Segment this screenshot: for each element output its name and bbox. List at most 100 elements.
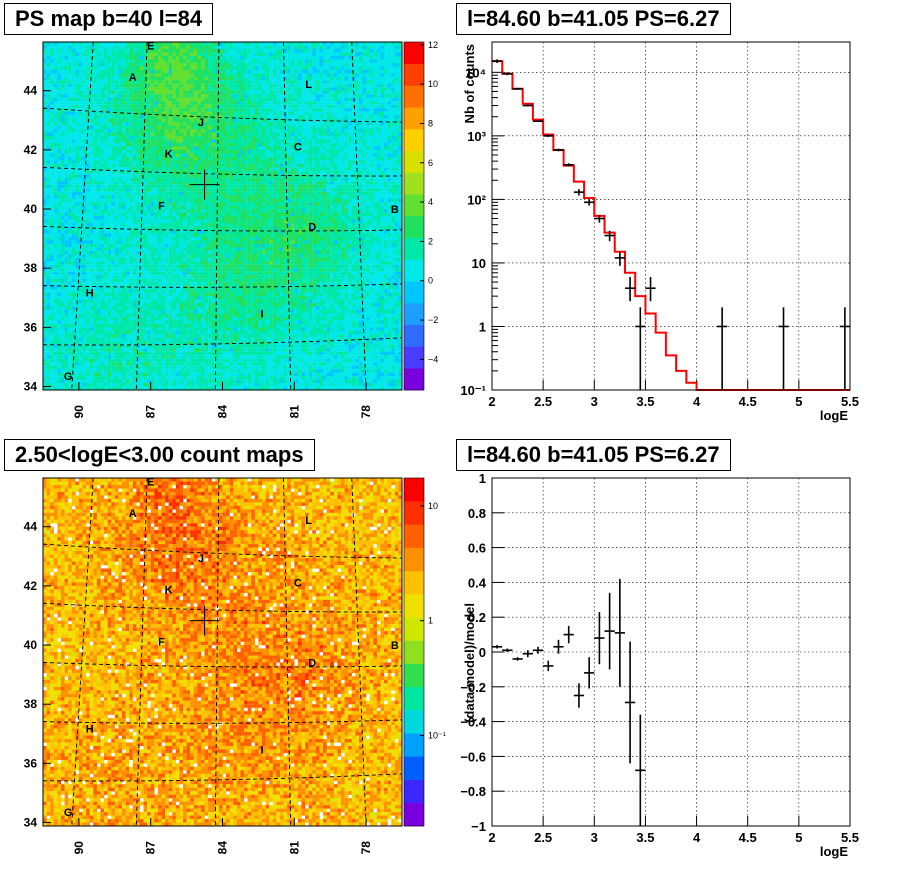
map-pixel: [211, 142, 216, 147]
map-pixel: [89, 111, 94, 116]
map-pixel: [175, 316, 180, 321]
map-pixel: [93, 80, 97, 84]
map-pixel: [50, 334, 54, 338]
map-pixel: [121, 337, 126, 342]
map-pixel: [78, 222, 83, 227]
map-pixel: [57, 257, 62, 262]
map-pixel: [46, 122, 51, 126]
map-pixel: [172, 243, 176, 248]
map-pixel: [179, 115, 184, 119]
map-pixel: [204, 59, 209, 64]
map-pixel: [121, 181, 126, 185]
map-pixel: [175, 216, 180, 220]
map-pixel: [118, 146, 123, 151]
map-pixel: [150, 261, 155, 265]
map-pixel: [218, 118, 223, 123]
map-pixel: [46, 87, 51, 91]
map-pixel: [96, 358, 101, 363]
map-pixel: [125, 167, 130, 171]
map-pixel: [175, 369, 180, 373]
map-pixel: [183, 313, 187, 318]
map-pixel: [132, 323, 137, 328]
map-pixel: [60, 66, 65, 70]
map-pixel: [168, 101, 173, 105]
map-pixel: [75, 174, 80, 178]
map-pixel: [175, 254, 180, 258]
map-pixel: [111, 118, 115, 123]
map-pixel: [197, 247, 202, 251]
map-pixel: [139, 320, 144, 325]
map-pixel: [93, 132, 97, 137]
map-pixel: [139, 240, 144, 244]
map-pixel: [104, 111, 108, 116]
map-pixel: [161, 313, 166, 318]
map-pixel: [96, 45, 101, 50]
map-pixel: [118, 303, 123, 307]
map-pixel: [50, 386, 54, 391]
map-pixel: [121, 313, 126, 318]
map-pixel: [104, 296, 108, 300]
map-pixel: [100, 83, 105, 88]
map-pixel: [204, 146, 209, 151]
map-pixel: [132, 87, 137, 91]
map-pixel: [186, 254, 191, 258]
map-pixel: [50, 313, 54, 318]
map-pixel: [96, 271, 101, 276]
map-pixel: [193, 282, 198, 286]
map-pixel: [104, 362, 108, 366]
map-pixel: [179, 55, 184, 60]
map-pixel: [93, 90, 97, 95]
map-pixel: [64, 167, 69, 171]
map-pixel: [204, 104, 209, 109]
map-pixel: [139, 83, 144, 88]
map-pixel: [193, 376, 198, 380]
map-pixel: [46, 376, 51, 380]
map-pixel: [147, 261, 151, 265]
map-pixel: [139, 243, 144, 248]
map-pixel: [104, 337, 108, 342]
map-pixel: [104, 226, 108, 231]
map-pixel: [197, 59, 202, 64]
map-pixel: [132, 268, 137, 272]
map-pixel: [211, 278, 216, 283]
map-pixel: [218, 271, 223, 276]
map-pixel: [200, 306, 205, 311]
map-pixel: [68, 132, 72, 137]
map-pixel: [82, 292, 87, 297]
map-pixel: [50, 90, 54, 95]
map-pixel: [186, 125, 191, 130]
map-pixel: [57, 271, 62, 276]
map-pixel: [118, 198, 123, 203]
map-pixel: [121, 115, 126, 119]
map-pixel: [147, 184, 151, 189]
map-pixel: [154, 320, 159, 325]
map-pixel: [139, 282, 144, 286]
map-pixel: [197, 184, 202, 189]
map-pixel: [172, 104, 176, 109]
map-pixel: [111, 62, 115, 67]
map-pixel: [179, 188, 184, 192]
map-pixel: [161, 296, 166, 300]
map-pixel: [136, 59, 141, 64]
map-pixel: [172, 327, 176, 331]
map-pixel: [161, 42, 166, 46]
map-pixel: [71, 341, 76, 345]
map-pixel: [43, 191, 47, 196]
map-pixel: [150, 275, 155, 279]
map-pixel: [154, 309, 159, 314]
map-pixel: [154, 108, 159, 112]
map-pixel: [86, 216, 90, 220]
map-pixel: [204, 80, 209, 84]
map-pixel: [71, 348, 76, 352]
map-pixel: [218, 233, 223, 238]
map-pixel: [218, 62, 223, 67]
map-pixel: [183, 167, 187, 171]
map-pixel: [200, 90, 205, 95]
map-pixel: [96, 66, 101, 70]
map-pixel: [86, 348, 90, 352]
map-pixel: [125, 142, 130, 147]
map-pixel: [186, 226, 191, 231]
map-pixel: [154, 243, 159, 248]
map-pixel: [139, 205, 144, 210]
map-pixel: [68, 386, 72, 391]
